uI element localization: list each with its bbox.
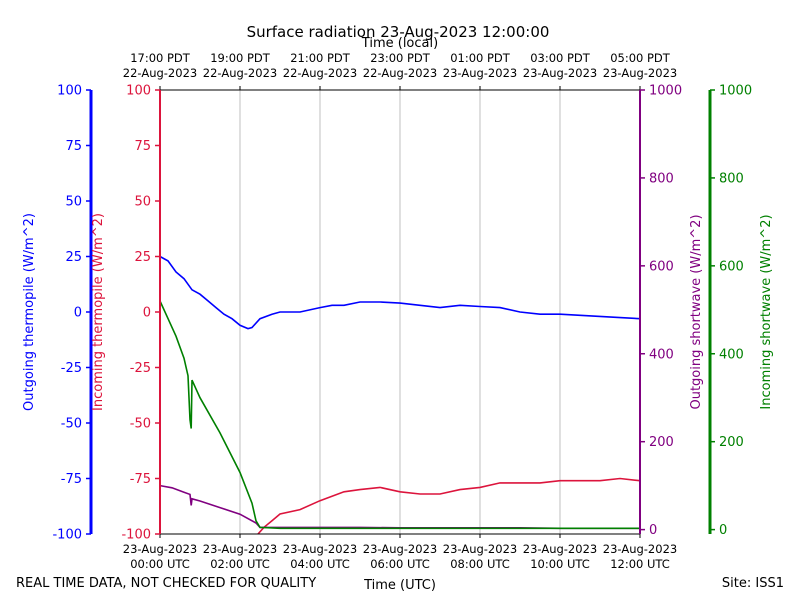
x-tick-label-date: 23-Aug-2023 xyxy=(443,542,517,556)
y-tick-label: 75 xyxy=(134,139,151,154)
x-tick-label-date: 23-Aug-2023 xyxy=(363,542,437,556)
top-tick-label-date: 23-Aug-2023 xyxy=(443,66,517,80)
y-tick-label: 200 xyxy=(719,435,744,450)
series-lines xyxy=(159,255,641,535)
y-tick-label: 100 xyxy=(126,84,151,99)
y-tick-label: 100 xyxy=(57,84,82,99)
y-tick-label: 50 xyxy=(65,195,82,210)
y-axis-label-out_thermo: Outgoing thermopile (W/m^2) xyxy=(22,213,37,411)
x-axis-label: Time (UTC) xyxy=(363,578,436,593)
y-tick-label: 0 xyxy=(719,523,727,538)
y-tick-label: 800 xyxy=(719,171,744,186)
top-axis-label: Time (local) xyxy=(361,36,438,51)
x-tick-label-time: 06:00 UTC xyxy=(370,557,430,571)
quality-note: REAL TIME DATA, NOT CHECKED FOR QUALITY xyxy=(16,576,317,591)
y-tick-label: 800 xyxy=(649,171,674,186)
y-tick-label: -100 xyxy=(121,528,151,543)
top-tick-label-time: 03:00 PDT xyxy=(530,51,591,65)
x-tick-label-time: 00:00 UTC xyxy=(130,557,190,571)
y-tick-label: 600 xyxy=(649,259,674,274)
x-tick-label-date: 23-Aug-2023 xyxy=(283,542,357,556)
y-tick-label: 0 xyxy=(143,306,151,321)
y-tick-label: -50 xyxy=(61,417,82,432)
series-line-in_sw xyxy=(159,300,640,530)
top-tick-label-time: 21:00 PDT xyxy=(290,51,351,65)
y-axis-label-out_sw: Outgoing shortwave (W/m^2) xyxy=(689,214,704,409)
top-tick-label-time: 01:00 PDT xyxy=(450,51,511,65)
top-tick-label-date: 22-Aug-2023 xyxy=(363,66,437,80)
top-tick-label-date: 22-Aug-2023 xyxy=(283,66,357,80)
y-tick-label: 25 xyxy=(65,250,82,265)
y-tick-label: 200 xyxy=(649,435,674,450)
y-tick-label: 1000 xyxy=(719,84,752,99)
x-tick-label-date: 23-Aug-2023 xyxy=(603,542,677,556)
x-tick-label-date: 23-Aug-2023 xyxy=(203,542,277,556)
y-tick-label: 0 xyxy=(74,306,82,321)
x-tick-label-time: 08:00 UTC xyxy=(450,557,510,571)
chart-title: Surface radiation 23-Aug-2023 12:00:00 xyxy=(247,23,550,41)
y-axis-label-in_thermo: Incoming thermopile (W/m^2) xyxy=(91,213,106,411)
y-axis-label-in_sw: Incoming shortwave (W/m^2) xyxy=(759,214,774,409)
y-tick-label: -25 xyxy=(130,361,151,376)
top-tick-label-date: 22-Aug-2023 xyxy=(203,66,277,80)
y-tick-label: 400 xyxy=(649,347,674,362)
x-tick-label-time: 02:00 UTC xyxy=(210,557,270,571)
grid-lines xyxy=(239,90,561,534)
site-label: Site: ISS1 xyxy=(721,576,784,591)
top-tick-label-time: 17:00 PDT xyxy=(130,51,191,65)
x-tick-label-time: 04:00 UTC xyxy=(290,557,350,571)
series-line-in_thermo xyxy=(257,477,641,535)
y-tick-label: -75 xyxy=(61,472,82,487)
y-tick-label: -25 xyxy=(61,361,82,376)
top-tick-label-date: 23-Aug-2023 xyxy=(603,66,677,80)
y-tick-label: -75 xyxy=(130,472,151,487)
x-tick-label-time: 10:00 UTC xyxy=(530,557,590,571)
y-tick-label: 600 xyxy=(719,259,744,274)
x-tick-label-date: 23-Aug-2023 xyxy=(123,542,197,556)
y-tick-label: 1000 xyxy=(649,84,682,99)
y-tick-label: 400 xyxy=(719,347,744,362)
top-tick-label-time: 05:00 PDT xyxy=(610,51,671,65)
y-tick-label: 50 xyxy=(134,195,151,210)
series-line-out_thermo xyxy=(159,255,641,330)
x-tick-label-date: 23-Aug-2023 xyxy=(523,542,597,556)
y-tick-label: 25 xyxy=(134,250,151,265)
top-tick-label-date: 22-Aug-2023 xyxy=(123,66,197,80)
y-tick-label: -50 xyxy=(130,417,151,432)
x-tick-label-time: 12:00 UTC xyxy=(610,557,670,571)
y-tick-label: 75 xyxy=(65,139,82,154)
top-tick-label-time: 23:00 PDT xyxy=(370,51,431,65)
y-tick-label: 0 xyxy=(649,523,657,538)
top-tick-label-date: 23-Aug-2023 xyxy=(523,66,597,80)
top-tick-label-time: 19:00 PDT xyxy=(210,51,271,65)
y-tick-label: -100 xyxy=(52,528,82,543)
